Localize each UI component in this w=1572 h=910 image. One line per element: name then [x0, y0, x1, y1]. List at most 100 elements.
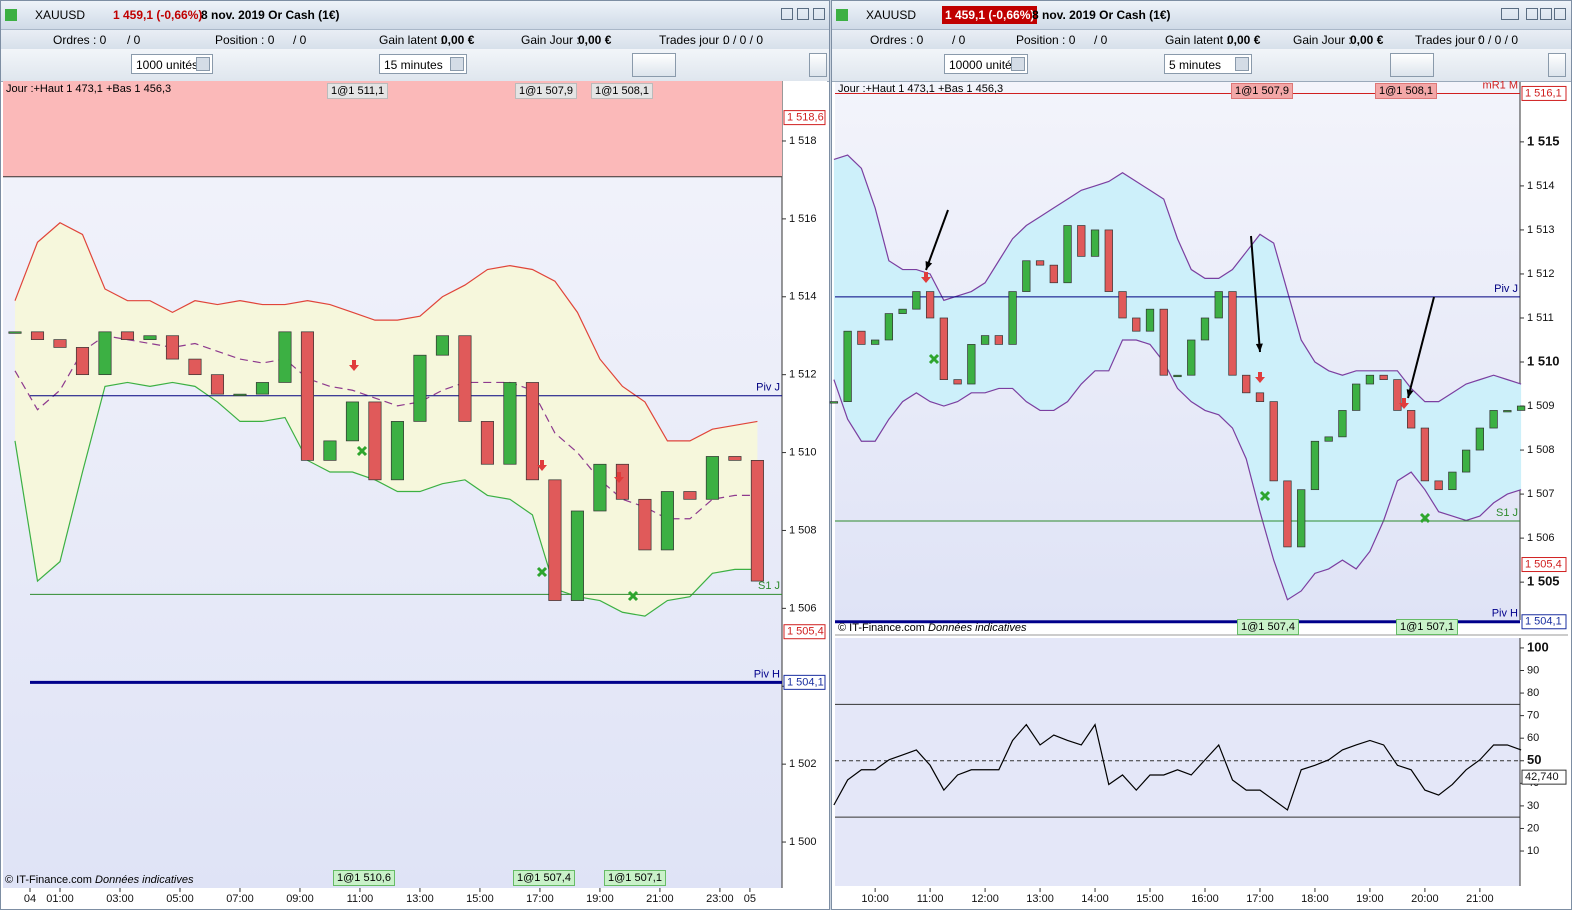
candle-body — [1187, 339, 1196, 376]
candle-body — [458, 335, 472, 422]
candle-body — [8, 331, 22, 334]
candle-body — [525, 382, 539, 481]
x-tick-label: 10:00 — [861, 893, 889, 905]
candle-body — [1393, 379, 1402, 411]
x-tick-label: 11:00 — [347, 893, 374, 905]
band-line — [833, 339, 1522, 601]
y-tick-label: 1 515 — [1527, 133, 1560, 148]
trade-tag: 1@1 507,4 — [513, 870, 575, 886]
band-line — [833, 154, 1522, 403]
candle-body — [1407, 410, 1416, 429]
credit-text: © IT-Finance.com — [838, 622, 925, 634]
candle-body — [1352, 383, 1361, 411]
day-range: Jour :+Haut 1 473,1 +Bas 1 456,3 — [6, 83, 172, 95]
band-line — [14, 335, 758, 520]
x-tick-label: 05:00 — [166, 893, 194, 905]
candle-body — [120, 331, 135, 340]
candle-body — [1104, 229, 1113, 292]
quantity-select[interactable]: 1000 unités — [131, 54, 213, 74]
candle-body — [953, 379, 962, 385]
sync-button[interactable] — [809, 53, 827, 77]
trade-marker-buy — [1419, 512, 1431, 524]
x-tick-label: 17:00 — [1246, 893, 1274, 905]
candle-body — [1214, 291, 1223, 319]
candle-body — [413, 354, 427, 422]
x-tick-label: 19:00 — [586, 893, 614, 905]
band-line — [14, 222, 758, 442]
close-button[interactable] — [813, 8, 825, 20]
period-select[interactable]: 15 minutes — [379, 54, 467, 74]
y-tick-label: 1 506 — [789, 602, 817, 614]
toolbar-item: / 0 — [1094, 33, 1108, 47]
quote: 1 459,1 (-0,66%) — [113, 8, 203, 22]
band-line — [14, 381, 758, 617]
trade-marker-sell — [537, 460, 547, 471]
toolbar-item: 0,00 € — [1227, 33, 1261, 47]
toolbar-item: Gain Jour : — [1293, 33, 1352, 47]
y-tick-label: 1 512 — [789, 369, 817, 381]
candle-body — [503, 382, 517, 465]
x-tick-label: 12:00 — [971, 893, 999, 905]
symbol[interactable]: XAUUSD — [35, 8, 86, 22]
candle-body — [1365, 374, 1375, 385]
candle-body — [1008, 291, 1017, 345]
y-tick-label: 1 516 — [789, 213, 817, 225]
price-tag-label: 1 505,4 — [1525, 558, 1562, 570]
title-bar: XAUUSD 1 459,1 (-0,66%) 8 nov. 2019 Or C… — [1, 1, 829, 30]
minimize-button[interactable] — [781, 8, 793, 20]
toolbar-item: Position : 0 — [215, 33, 275, 47]
x-tick-label: 13:00 — [406, 893, 434, 905]
candle-body — [368, 401, 382, 481]
x-tick-label: 23:00 — [706, 893, 734, 905]
candle-body — [1420, 427, 1430, 482]
menu-button[interactable] — [1501, 8, 1519, 20]
y-tick-label: 80 — [1527, 687, 1539, 699]
trade-tag: 1@1 511,1 — [327, 83, 389, 99]
minimize-button[interactable] — [1526, 8, 1538, 20]
toolbar-item: Trades jour : — [1415, 33, 1482, 47]
candle-body — [1242, 374, 1251, 394]
candle-body — [843, 330, 852, 402]
candle-body — [1077, 225, 1086, 257]
maximize-button[interactable] — [1540, 8, 1552, 20]
x-tick-label: 18:00 — [1301, 893, 1329, 905]
toolbar-item: Position : 0 — [1016, 33, 1076, 47]
annotation-arrowhead — [1255, 343, 1263, 352]
trade-tag: 1@1 507,1 — [1396, 619, 1458, 635]
y-tick-label: 30 — [1527, 800, 1539, 812]
x-tick-label: 17:00 — [526, 893, 554, 905]
x-tick-label: 21:00 — [1466, 893, 1494, 905]
band-fill — [833, 155, 1522, 600]
candle-body — [1090, 229, 1100, 257]
trade-marker-buy — [536, 566, 548, 578]
x-tick-label: 15:00 — [466, 893, 494, 905]
candle-body — [898, 308, 907, 314]
y-tick-label: 10 — [1527, 845, 1539, 857]
period-select[interactable]: 5 minutes — [1164, 54, 1252, 74]
trade-marker-sell — [1399, 398, 1409, 409]
candle-body — [1434, 480, 1443, 491]
y-tick-label: 1 513 — [1527, 224, 1555, 236]
y-tick-label: 1 518 — [789, 135, 817, 147]
candle-body — [967, 344, 976, 385]
chart-controls: 10000 unités 5 minutes — [832, 49, 1571, 82]
candle-body — [278, 331, 292, 383]
symbol[interactable]: XAUUSD — [866, 8, 917, 22]
candle-body — [300, 331, 314, 461]
candle-body — [1145, 308, 1155, 332]
maximize-button[interactable] — [797, 8, 809, 20]
toolbar-item: 0,00 € — [441, 33, 475, 47]
candle-body — [638, 498, 652, 551]
x-tick-label: 14:00 — [1081, 893, 1109, 905]
sync-button[interactable] — [1548, 53, 1566, 77]
close-button[interactable] — [1554, 8, 1566, 20]
y-tick-label: 1 514 — [789, 291, 817, 303]
resistance-zone — [3, 81, 782, 177]
trade-marker-sell — [614, 472, 624, 483]
value-tag-label: 42,740 — [1525, 771, 1559, 783]
quantity-select[interactable]: 10000 unités — [944, 54, 1028, 74]
candle-body — [925, 291, 935, 319]
price-tag-label: 1 504,1 — [1525, 616, 1562, 628]
indicator-button[interactable] — [1390, 53, 1434, 77]
indicator-button[interactable] — [632, 53, 676, 77]
